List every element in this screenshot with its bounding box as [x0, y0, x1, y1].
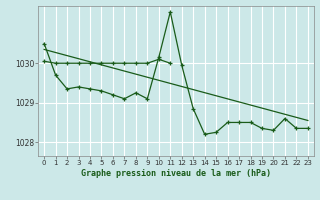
X-axis label: Graphe pression niveau de la mer (hPa): Graphe pression niveau de la mer (hPa)	[81, 169, 271, 178]
